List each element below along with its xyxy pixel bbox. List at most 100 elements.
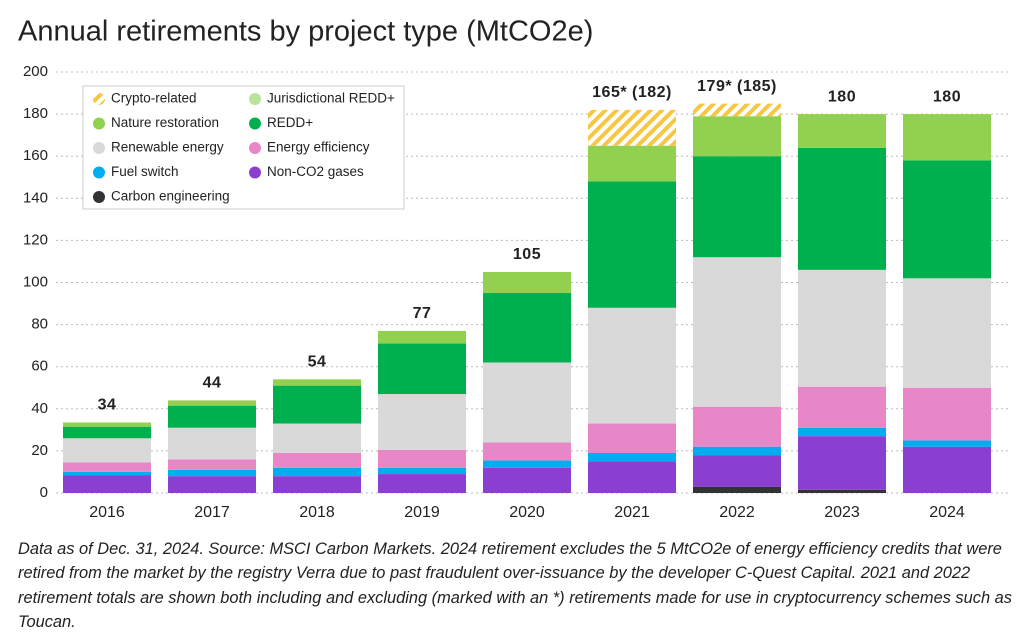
- bar-segment: [588, 145, 676, 182]
- bar-segment: [693, 257, 781, 407]
- bar-segment: [798, 489, 886, 493]
- legend-marker: [93, 142, 105, 154]
- total-label: 165* (182): [592, 84, 672, 101]
- bar-segment: [903, 278, 991, 388]
- bar-segment: [483, 271, 571, 294]
- bar-segment: [63, 475, 151, 493]
- total-label: 34: [98, 397, 117, 414]
- legend-label: Crypto-related: [111, 91, 197, 106]
- y-tick-label: 160: [23, 147, 48, 164]
- legend-marker: [93, 191, 105, 203]
- legend-label: REDD+: [267, 115, 313, 130]
- bar-segment: [798, 114, 886, 148]
- legend-box: [82, 85, 405, 210]
- legend-marker: [249, 142, 261, 154]
- bar-segment: [693, 455, 781, 487]
- bar-segment: [273, 467, 361, 477]
- total-label: 44: [203, 375, 222, 392]
- bar-segment: [63, 422, 151, 427]
- y-tick-label: 0: [40, 484, 48, 501]
- y-tick-label: 120: [23, 231, 48, 248]
- bar-segment: [588, 307, 676, 424]
- bar-segment: [588, 109, 676, 146]
- bar-segment: [903, 114, 991, 161]
- legend-marker: [249, 93, 261, 105]
- legend-label: Carbon engineering: [111, 189, 230, 204]
- bar-segment: [693, 406, 781, 447]
- bar-segment: [903, 160, 991, 279]
- bar-segment: [378, 474, 466, 493]
- y-tick-label: 20: [31, 442, 48, 459]
- bar-segment: [903, 446, 991, 493]
- total-label: 54: [308, 354, 327, 371]
- total-label: 180: [933, 88, 961, 105]
- bar-segment: [588, 181, 676, 308]
- x-tick-label: 2024: [929, 504, 965, 521]
- bar-segment: [903, 440, 991, 447]
- bar-segment: [693, 446, 781, 456]
- bar-segment: [168, 476, 256, 493]
- x-tick-label: 2023: [824, 504, 860, 521]
- bar-segment: [798, 269, 886, 387]
- bar-segment: [483, 442, 571, 461]
- y-tick-label: 180: [23, 105, 48, 122]
- legend-label: Non-CO2 gases: [267, 164, 364, 179]
- bar-segment: [378, 330, 466, 344]
- bar-segment: [798, 147, 886, 270]
- bar-segment: [273, 476, 361, 493]
- bar-segment: [483, 293, 571, 363]
- x-tick-label: 2017: [194, 504, 230, 521]
- bar-segment: [273, 453, 361, 468]
- footnote: Data as of Dec. 31, 2024. Source: MSCI C…: [18, 540, 1012, 631]
- total-label: 77: [413, 305, 432, 322]
- bar-segment: [903, 387, 991, 441]
- bar-segment: [168, 405, 256, 428]
- legend-label: Fuel switch: [111, 164, 179, 179]
- bar-segment: [273, 379, 361, 386]
- x-tick-label: 2021: [614, 504, 650, 521]
- bar-segment: [588, 423, 676, 454]
- legend-marker: [93, 166, 105, 179]
- bar-segment: [168, 459, 256, 470]
- legend-marker: [93, 93, 105, 105]
- bar-segment: [168, 427, 256, 460]
- legend-label: Energy efficiency: [267, 140, 370, 155]
- legend-label: Jurisdictional REDD+: [267, 91, 395, 106]
- chart-title: Annual retirements by project type (MtCO…: [18, 16, 593, 48]
- bar-segment: [693, 116, 781, 157]
- x-tick-label: 2018: [299, 504, 335, 521]
- bar-segment: [168, 400, 256, 406]
- y-tick-label: 80: [31, 316, 48, 333]
- y-tick-label: 100: [23, 273, 48, 290]
- bar-segment: [63, 438, 151, 463]
- bar-segment: [63, 462, 151, 472]
- legend-marker: [249, 166, 261, 179]
- y-tick-label: 140: [23, 189, 48, 206]
- y-tick-label: 60: [31, 358, 48, 375]
- bar-segment: [483, 467, 571, 493]
- bar-segment: [588, 461, 676, 493]
- bar-segment: [483, 460, 571, 468]
- total-label: 179* (185): [697, 78, 777, 95]
- bar-segment: [168, 469, 256, 477]
- x-tick-label: 2019: [404, 504, 440, 521]
- x-tick-label: 2016: [89, 504, 125, 521]
- bar-segment: [588, 453, 676, 462]
- total-label: 180: [828, 88, 856, 105]
- bar-segment: [798, 436, 886, 490]
- x-tick-label: 2020: [509, 504, 545, 521]
- bar-segment: [378, 343, 466, 395]
- bar-segment: [273, 385, 361, 424]
- bar-segment: [798, 427, 886, 437]
- bar-segment: [63, 426, 151, 439]
- bar-segment: [693, 486, 781, 493]
- legend-label: Nature restoration: [111, 115, 219, 130]
- bar-segment: [273, 423, 361, 454]
- y-tick-label: 200: [23, 63, 48, 80]
- y-tick-label: 40: [31, 400, 48, 417]
- bar-segment: [693, 103, 781, 117]
- legend-marker: [249, 117, 261, 130]
- chart: Annual retirements by project type (MtCO…: [18, 16, 1010, 521]
- bar-segment: [378, 449, 466, 468]
